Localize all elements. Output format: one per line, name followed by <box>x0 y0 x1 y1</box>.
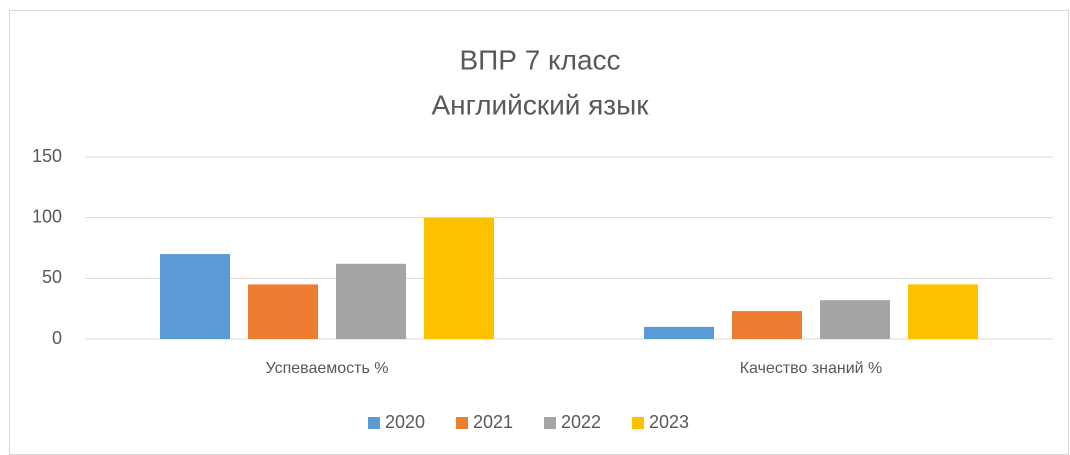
bar <box>644 326 714 339</box>
bar <box>820 300 890 339</box>
x-tick-label: Качество знаний % <box>740 360 883 377</box>
y-tick-label: 100 <box>32 206 62 226</box>
legend-swatch <box>632 417 644 429</box>
bar <box>424 217 494 339</box>
y-tick-label: 0 <box>52 328 62 348</box>
legend-swatch <box>456 417 468 429</box>
legend-swatch <box>544 417 556 429</box>
legend-label: 2021 <box>473 412 513 432</box>
legend-label: 2023 <box>649 412 689 432</box>
legend-label: 2022 <box>561 412 601 432</box>
y-tick-label: 50 <box>42 267 62 287</box>
bar <box>160 254 230 339</box>
y-tick-label: 150 <box>32 146 62 166</box>
x-tick-label: Успеваемость % <box>265 360 388 377</box>
legend-swatch <box>368 417 380 429</box>
legend-label: 2020 <box>385 412 425 432</box>
chart-frame <box>9 10 1069 455</box>
bar <box>336 263 406 339</box>
chart-subtitle: Английский язык <box>431 89 649 120</box>
bar <box>732 311 802 339</box>
bar <box>908 284 978 339</box>
chart-title: ВПР 7 класс <box>459 44 620 75</box>
bar <box>248 284 318 339</box>
